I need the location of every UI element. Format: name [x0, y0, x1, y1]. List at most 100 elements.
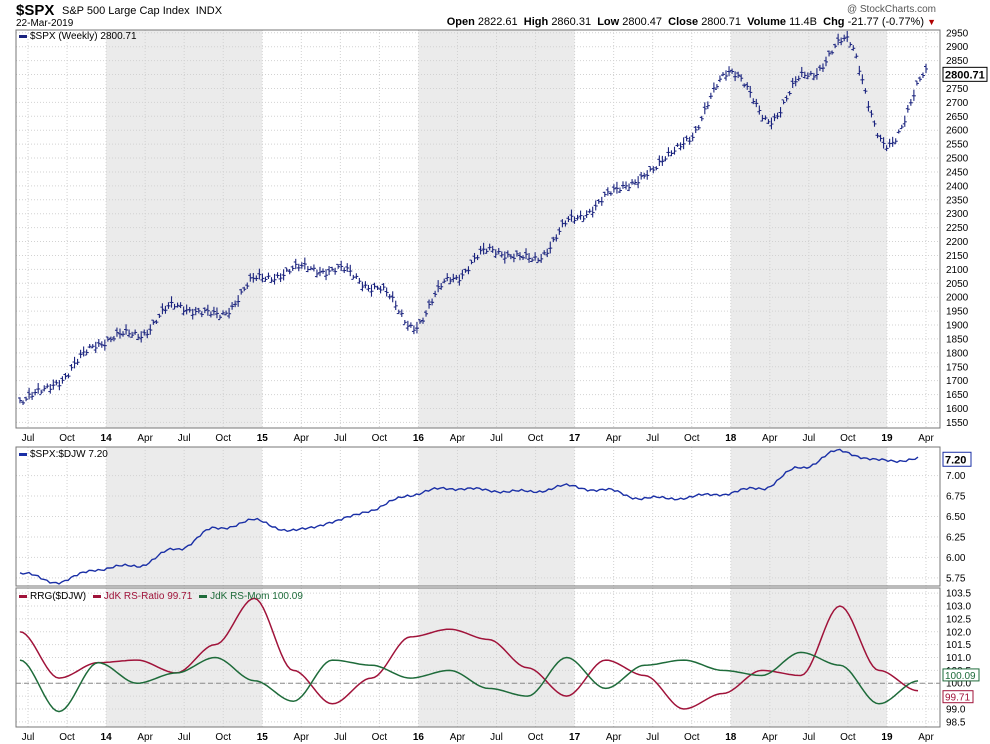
index-name: S&P 500 Large Cap Index — [62, 5, 190, 17]
rrg-panel-legend: RRG($DJW) JdK RS-Ratio 99.71 JdK RS-Mom … — [19, 591, 303, 602]
price-y-tick-label: 2900 — [946, 42, 969, 53]
x-tick-label: 18 — [725, 732, 737, 743]
price-y-tick-label: 2250 — [946, 223, 969, 234]
x-tick-label: Oct — [372, 732, 388, 743]
price-y-tick-label: 1700 — [946, 376, 969, 387]
rs-ratio-swatch-icon — [92, 594, 101, 598]
x-tick-label: Oct — [840, 732, 856, 743]
price-last-value-label: 2800.71 — [945, 69, 985, 81]
x-tick-label: Oct — [528, 732, 544, 743]
price-panel-border — [15, 29, 941, 429]
price-y-tick-label: 2000 — [946, 293, 969, 304]
x-tick-label: Apr — [762, 732, 778, 743]
price-y-tick-label: 2300 — [946, 209, 969, 220]
x-tick-label: 14 — [101, 732, 113, 743]
ratio-line — [19, 448, 919, 585]
x-tick-label: Apr — [137, 433, 153, 444]
rrg-y-tick-label: 102.0 — [946, 627, 971, 638]
x-tick-label: 17 — [569, 433, 581, 444]
ratio-last-value-label: 7.20 — [945, 454, 966, 466]
x-tick-label: 16 — [413, 433, 425, 444]
x-tick-label: Jul — [22, 433, 35, 444]
volume-value: 11.4B — [789, 16, 817, 28]
ratio-y-tick-label: 7.00 — [946, 471, 966, 482]
price-y-tick-label: 2200 — [946, 237, 969, 248]
price-y-tick-label: 2650 — [946, 112, 969, 123]
x-tick-label: Oct — [684, 732, 700, 743]
rs-mom-line — [19, 651, 919, 713]
x-tick-label: 17 — [569, 732, 581, 743]
x-tick-label: Jul — [178, 732, 191, 743]
price-y-tick-label: 1900 — [946, 321, 969, 332]
rs-ratio-legend: JdK RS-Ratio 99.71 — [103, 591, 193, 602]
x-tick-label: Jul — [490, 732, 503, 743]
price-y-tick-label: 2500 — [946, 154, 969, 165]
ratio-y-tick-label: 6.25 — [946, 532, 966, 543]
ratio-last-value-box — [942, 451, 972, 467]
price-y-tick-label: 2950 — [946, 28, 969, 39]
price-y-tick-label: 1800 — [946, 348, 969, 359]
x-tick-label: Jul — [646, 433, 659, 444]
x-tick-label: Jul — [802, 732, 815, 743]
low-value: 2800.47 — [622, 16, 663, 28]
x-tick-label: Apr — [137, 732, 153, 743]
x-tick-label: Apr — [606, 732, 622, 743]
rrg-y-tick-label: 103.5 — [946, 589, 971, 600]
ratio-panel-legend: $SPX:$DJW 7.20 — [19, 449, 108, 460]
x-tick-label: 15 — [257, 732, 269, 743]
price-legend-text: $SPX (Weekly) 2800.71 — [30, 31, 137, 42]
x-tick-label: 19 — [881, 433, 893, 444]
price-panel-legend: $SPX (Weekly) 2800.71 — [19, 31, 137, 42]
x-tick-label: Oct — [215, 433, 231, 444]
x-tick-label: Apr — [918, 732, 934, 743]
x-tick-label: Jul — [334, 433, 347, 444]
price-y-tick-label: 2850 — [946, 56, 969, 67]
rrg-y-tick-label: 98.5 — [946, 717, 966, 728]
price-y-tick-label: 1600 — [946, 404, 969, 415]
rs-ratio-last-box — [942, 690, 974, 704]
price-y-tick-label: 2350 — [946, 195, 969, 206]
rrg-y-tick-label: 102.5 — [946, 614, 971, 625]
price-y-tick-label: 2700 — [946, 98, 969, 109]
rrg-panel-border — [15, 587, 941, 728]
chg-value: -21.77 (-0.77%) — [847, 16, 925, 28]
close-value: 2800.71 — [701, 16, 741, 28]
x-tick-label: 19 — [881, 732, 893, 743]
x-tick-label: Apr — [450, 732, 466, 743]
symbol-name: S&P 500 Large Cap Index INDX — [62, 5, 222, 17]
ratio-swatch-icon — [19, 452, 27, 456]
rrg-legend-name: RRG($DJW) — [30, 591, 87, 602]
x-tick-label: Apr — [606, 433, 622, 444]
x-tick-label: Oct — [59, 732, 75, 743]
ohlc-readout: Open 2822.61 High 2860.31 Low 2800.47 Cl… — [447, 16, 936, 28]
x-tick-label: Oct — [372, 433, 388, 444]
x-tick-label: Jul — [646, 732, 659, 743]
volume-label: Volume — [747, 16, 786, 28]
ratio-legend-text: $SPX:$DJW 7.20 — [30, 449, 108, 460]
price-y-tick-label: 1650 — [946, 390, 969, 401]
low-label: Low — [597, 16, 620, 28]
x-tick-label: 15 — [257, 433, 269, 444]
chart-header: $SPX S&P 500 Large Cap Index INDX 22-Mar… — [0, 0, 990, 30]
x-tick-label: Apr — [294, 732, 310, 743]
price-bars — [18, 30, 928, 406]
x-tick-label: Jul — [490, 433, 503, 444]
price-swatch-icon — [19, 34, 27, 38]
rrg-y-tick-label: 99.0 — [946, 704, 966, 715]
x-tick-label: Oct — [215, 732, 231, 743]
ratio-panel-border — [15, 446, 941, 587]
rrg-y-tick-label: 101.5 — [946, 640, 971, 651]
high-label: High — [523, 16, 549, 28]
rrg-y-tick-label: 103.0 — [946, 602, 971, 613]
x-tick-label: Apr — [450, 433, 466, 444]
watermark: @ StockCharts.com — [846, 4, 936, 15]
rs-mom-swatch-icon — [199, 594, 208, 598]
price-y-tick-label: 1950 — [946, 307, 969, 318]
x-tick-label: Apr — [294, 433, 310, 444]
rs-mom-last-label: 100.09 — [945, 671, 976, 682]
rrg-swatch-icon — [19, 594, 27, 598]
ratio-y-tick-label: 6.50 — [946, 512, 966, 523]
x-tick-label: Jul — [22, 732, 35, 743]
price-y-tick-label: 2400 — [946, 181, 969, 192]
